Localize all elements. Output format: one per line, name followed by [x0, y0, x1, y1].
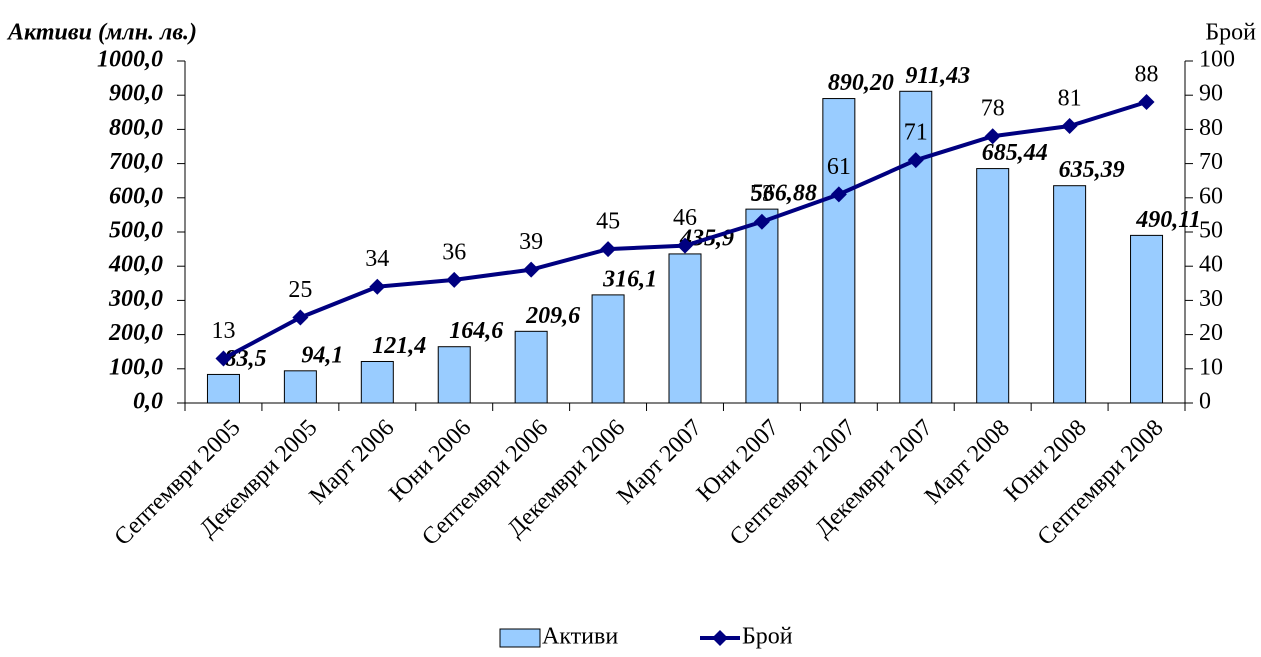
- y-tick-label: 700,0: [109, 149, 163, 175]
- line-marker: [677, 237, 693, 254]
- y2-tick-label: 60: [1199, 183, 1223, 209]
- bar-value-label: 209,6: [525, 303, 580, 329]
- line-marker: [1138, 94, 1155, 111]
- bar: [437, 346, 471, 404]
- line-value-label: 13: [211, 318, 235, 344]
- y-tick-label: 400,0: [108, 252, 163, 278]
- bar-value-label: 121,4: [372, 333, 426, 359]
- bar-value-label: 94,1: [301, 342, 343, 368]
- y2-tick-label: 90: [1199, 81, 1223, 107]
- bar-value-label: 316,1: [602, 266, 657, 292]
- y-tick-label: 1000,0: [97, 47, 163, 73]
- bar-value-label: 566,88: [751, 181, 817, 207]
- y2-tick-label: 70: [1199, 149, 1223, 175]
- y-tick-label: 900,0: [109, 81, 163, 107]
- legend-swatch: [499, 628, 541, 648]
- legend-label: Брой: [742, 624, 793, 650]
- y2-tick-label: 0: [1199, 389, 1211, 415]
- line-marker: [753, 213, 770, 230]
- line-marker: [1061, 117, 1078, 134]
- line-marker: [446, 271, 463, 288]
- line-value-label: 53: [750, 181, 774, 207]
- y-tick-label: 500,0: [109, 218, 163, 244]
- y2-tick-label: 50: [1199, 218, 1223, 244]
- bar: [514, 330, 548, 404]
- bar: [360, 360, 394, 404]
- line-value-label: 25: [288, 277, 312, 303]
- y-tick-label: 600,0: [109, 183, 163, 209]
- bar-value-label: 490,11: [1135, 207, 1201, 233]
- legend-label: Активи: [542, 624, 618, 650]
- y2-tick-label: 10: [1199, 354, 1223, 380]
- line-value-label: 78: [981, 96, 1005, 122]
- line-marker: [215, 350, 232, 367]
- y2-tick-label: 30: [1199, 286, 1223, 312]
- y-tick-label: 300,0: [108, 286, 163, 312]
- bar: [1053, 185, 1087, 404]
- y2-axis-title: Брой: [1205, 20, 1256, 46]
- bar: [822, 98, 856, 404]
- bar-value-label: 685,44: [982, 140, 1048, 166]
- bar-value-label: 164,6: [449, 318, 503, 344]
- line-value-label: 36: [442, 239, 466, 265]
- line-marker: [984, 128, 1001, 145]
- line-value-label: 81: [1058, 85, 1082, 111]
- y-tick-label: 200,0: [108, 320, 163, 346]
- bar: [668, 253, 702, 404]
- bar: [745, 208, 779, 404]
- bar: [976, 168, 1010, 404]
- line-value-label: 71: [904, 120, 928, 146]
- line-value-label: 61: [827, 154, 851, 180]
- line-marker: [830, 186, 847, 203]
- bar-value-label: 911,43: [905, 63, 970, 89]
- line-value-label: 88: [1135, 62, 1159, 88]
- line-value-label: 39: [519, 229, 543, 255]
- y-tick-label: 0,0: [133, 389, 163, 415]
- line-marker: [907, 152, 924, 169]
- x-tick-label: Март 2007: [612, 415, 707, 510]
- y2-tick-label: 100: [1199, 47, 1235, 73]
- y2-tick-label: 40: [1199, 252, 1223, 278]
- y-tick-label: 800,0: [109, 115, 163, 141]
- bar: [899, 90, 933, 404]
- bar-value-label: 635,39: [1059, 157, 1125, 183]
- y-axis-title: Активи (млн. лв.): [6, 20, 197, 46]
- bar: [206, 373, 240, 404]
- bar-value-label: 890,20: [828, 70, 894, 96]
- line-value-label: 45: [596, 209, 620, 235]
- line-marker: [600, 241, 617, 258]
- line-value-label: 34: [365, 246, 389, 272]
- x-tick-label: Март 2006: [305, 415, 400, 510]
- y-tick-label: 100,0: [109, 354, 163, 380]
- y2-tick-label: 20: [1199, 320, 1223, 346]
- bar: [1130, 234, 1164, 404]
- bar: [591, 294, 625, 404]
- x-tick-label: Март 2008: [920, 415, 1015, 510]
- line-marker: [292, 309, 309, 326]
- line-marker: [523, 261, 540, 278]
- y2-tick-label: 80: [1199, 115, 1223, 141]
- legend-marker: [712, 630, 728, 646]
- bar-value-label: 83,5: [224, 346, 266, 372]
- bar: [283, 370, 317, 404]
- line-marker: [369, 278, 386, 295]
- line-value-label: 46: [673, 205, 697, 231]
